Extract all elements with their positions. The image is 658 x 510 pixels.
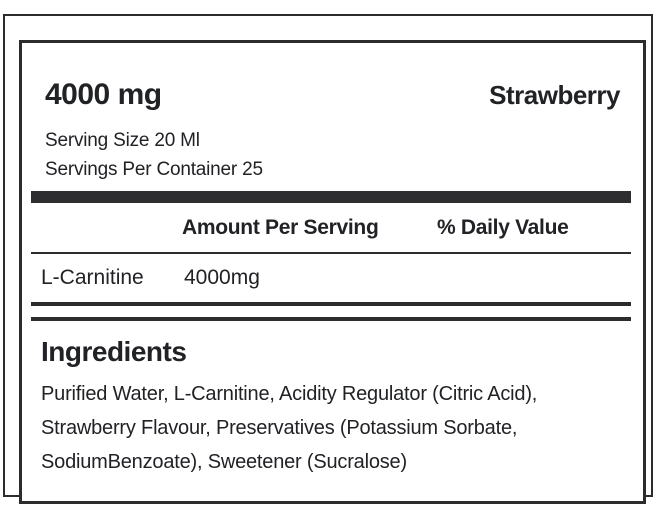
daily-value-header: % Daily Value bbox=[437, 215, 569, 239]
label-inner-frame: 4000 mg Strawberry Serving Size 20 Ml Se… bbox=[19, 40, 646, 504]
ingredients-top-rule bbox=[31, 317, 631, 321]
header-rule bbox=[31, 252, 631, 254]
ingredients-line: Purified Water, L-Carnitine, Acidity Reg… bbox=[41, 383, 538, 405]
label-title-row: 4000 mg Strawberry bbox=[45, 79, 620, 111]
facts-table-header: Amount Per Serving % Daily Value bbox=[22, 203, 643, 252]
ingredients-line: SodiumBenzoate), Sweetener (Sucralose) bbox=[41, 451, 407, 473]
serving-size-text: Serving Size 20 Ml bbox=[45, 130, 200, 151]
label-outer-frame: 4000 mg Strawberry Serving Size 20 Ml Se… bbox=[3, 14, 653, 504]
dosage-title: 4000 mg bbox=[45, 78, 162, 111]
section-divider-bar bbox=[31, 191, 631, 203]
flavor-title: Strawberry bbox=[489, 80, 620, 110]
table-row: L-Carnitine 4000mg bbox=[22, 254, 643, 302]
nutrient-name: L-Carnitine bbox=[41, 266, 144, 289]
amount-per-serving-header: Amount Per Serving bbox=[182, 215, 379, 239]
servings-per-container-text: Servings Per Container 25 bbox=[45, 159, 263, 180]
ingredients-heading: Ingredients bbox=[41, 336, 187, 367]
table-bottom-rule bbox=[31, 302, 631, 306]
ingredients-text: Purified Water, L-Carnitine, Acidity Reg… bbox=[41, 377, 623, 479]
nutrient-amount: 4000mg bbox=[184, 266, 260, 289]
ingredients-line: Strawberry Flavour, Preservatives (Potas… bbox=[41, 417, 518, 439]
